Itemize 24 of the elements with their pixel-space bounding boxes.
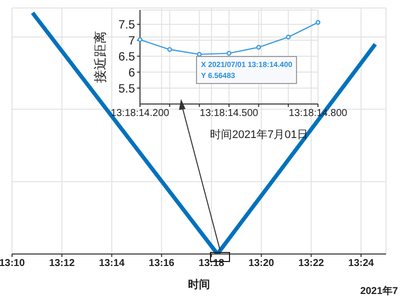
point <box>226 50 232 56</box>
point <box>167 47 172 52</box>
y-tick-label: 7.5 <box>118 18 136 32</box>
x-tick-label: 13:12 <box>49 258 76 270</box>
y-tick-label: 6.5 <box>118 49 136 64</box>
x-tick-label: 13:10 <box>0 258 26 270</box>
y-tick-label: 7 <box>128 34 136 48</box>
x-tick-label: 13:22 <box>298 258 324 270</box>
point <box>316 20 320 25</box>
x-axis-title: 时间2021年7月01日 <box>210 128 308 141</box>
x-tick-label: 13:16 <box>148 258 175 270</box>
text: 2021年7 <box>360 284 398 298</box>
x-axis-title: 时间 <box>188 278 210 291</box>
y-tick-label: 6 <box>128 65 136 80</box>
x-tick-label: 13:18:14.500 <box>200 108 259 120</box>
x-tick-label: 13:14 <box>98 258 125 270</box>
point <box>256 44 262 50</box>
y-axis-title: 接近距离 <box>92 31 108 83</box>
point <box>286 34 291 40</box>
point <box>138 37 142 42</box>
x-tick-label: 13:24 <box>348 258 374 270</box>
y-tick-label: 5.5 <box>118 81 136 96</box>
x-tick-label: 13:20 <box>248 258 275 270</box>
x-tick-label: 13:18:14.200 <box>110 108 170 120</box>
